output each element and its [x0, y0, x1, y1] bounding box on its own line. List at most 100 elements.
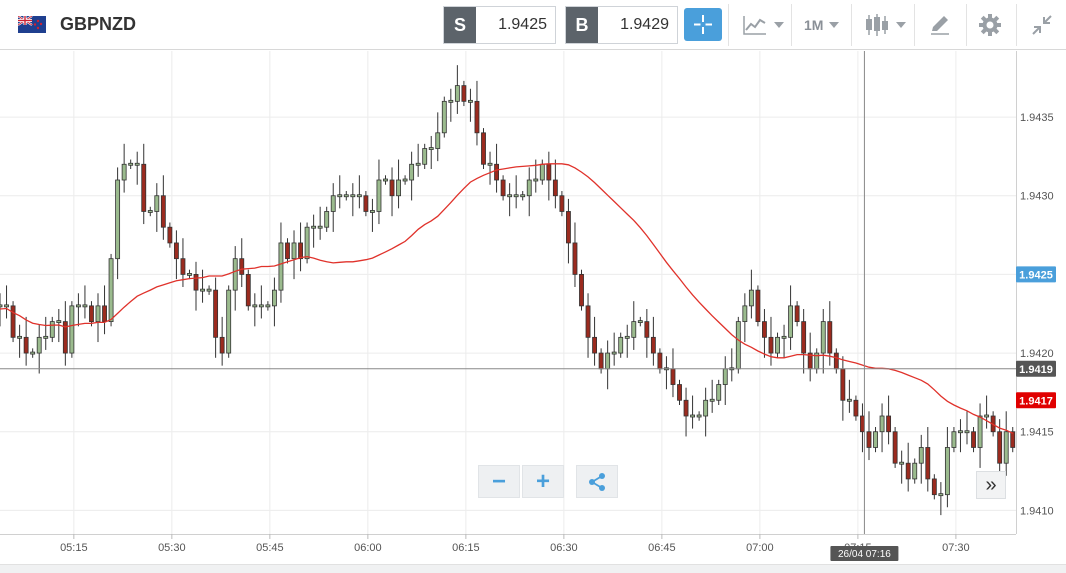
timeframe-label: 1M: [804, 17, 824, 33]
candle-bullish: [631, 321, 637, 338]
timeframe-selector[interactable]: 1M: [804, 8, 840, 42]
candle-bullish: [343, 194, 349, 198]
line-chart-icon: [743, 16, 766, 35]
candle-bullish: [690, 414, 696, 418]
candle-bearish: [997, 431, 1003, 464]
candle-bullish: [82, 304, 88, 308]
instrument-symbol: GBPNZD: [60, 14, 136, 34]
candle-bullish: [611, 351, 617, 355]
candle-bullish: [984, 414, 990, 418]
price-tick-label: 1.9430: [1020, 191, 1054, 203]
candle-bearish: [23, 336, 29, 354]
candle-bearish: [657, 352, 663, 370]
candle-bullish: [317, 225, 323, 229]
price-tick-label: 1.9410: [1020, 505, 1054, 517]
candle-bullish: [899, 461, 905, 465]
settings-button[interactable]: [978, 8, 1002, 42]
share-icon: [589, 472, 605, 491]
candle-bullish: [735, 321, 741, 370]
candle-bullish: [618, 336, 624, 354]
chevron-down-icon: [774, 22, 784, 28]
candle-bullish: [526, 179, 532, 197]
candle-bullish: [0, 304, 3, 308]
zoom-in-button[interactable]: +: [522, 465, 564, 498]
bid-price-tag: 1.9425: [1016, 266, 1056, 283]
drawing-tools-button[interactable]: [928, 8, 952, 42]
chart-type-button[interactable]: [742, 8, 784, 42]
candle-bullish: [108, 258, 114, 323]
candle-bearish: [219, 336, 225, 354]
candle-bearish: [644, 321, 650, 338]
candle-bearish: [866, 431, 872, 448]
candlestick-icon: [866, 14, 888, 36]
candle-bearish: [173, 242, 179, 260]
candle-bullish: [468, 99, 473, 103]
candle-bearish: [794, 305, 800, 323]
candle-bullish: [454, 85, 460, 102]
candle-bullish: [304, 226, 310, 260]
candle-bullish: [226, 289, 232, 354]
candle-bullish: [330, 195, 336, 212]
candle-bullish: [696, 414, 702, 418]
toolbar-divider: [728, 4, 729, 46]
collapse-button[interactable]: [1030, 8, 1054, 42]
candle-bullish: [115, 179, 121, 260]
candle-bearish: [598, 352, 604, 370]
candle-bearish: [840, 368, 846, 401]
candle-bearish: [762, 321, 767, 338]
candle-bearish: [474, 100, 480, 134]
candle-bullish: [356, 194, 362, 198]
price-tick-label: 1.9415: [1020, 427, 1054, 439]
candlestick-series: [0, 65, 1016, 516]
candle-bullish: [820, 321, 826, 354]
time-tick-label: 05:15: [60, 542, 88, 554]
scroll-to-latest-button[interactable]: »: [976, 471, 1006, 499]
candle-bearish: [552, 179, 558, 197]
candle-bullish: [337, 194, 343, 198]
candle-bullish: [918, 447, 924, 464]
zoom-out-button[interactable]: −: [478, 465, 520, 498]
candle-style-button[interactable]: [864, 8, 906, 42]
sell-quote-button[interactable]: S 1.9425: [443, 6, 556, 44]
toolbar-divider: [1016, 4, 1017, 46]
candle-bullish: [879, 415, 885, 433]
candle-bullish: [206, 288, 212, 292]
candle-bullish: [428, 147, 434, 150]
candle-bearish: [89, 305, 94, 323]
candle-bearish: [559, 195, 565, 212]
crosshair-button[interactable]: [684, 8, 722, 41]
crosshair-time-tag: 26/04 07:16: [830, 546, 899, 561]
candle-bullish: [69, 305, 75, 354]
candle-bullish: [383, 178, 388, 182]
share-button[interactable]: [576, 465, 618, 498]
candle-bullish: [232, 258, 238, 291]
candle-bearish: [768, 336, 774, 354]
candle-bearish: [213, 289, 219, 338]
candle-bullish: [265, 304, 271, 308]
candle-bearish: [931, 478, 937, 496]
horizontal-scrollbar[interactable]: [0, 564, 1066, 573]
plus-icon: +: [535, 467, 550, 495]
candle-bearish: [167, 226, 173, 244]
drawing-pen-icon: [931, 16, 949, 35]
candle-bullish: [350, 194, 356, 198]
candle-bearish: [860, 415, 865, 433]
candle-bearish: [905, 462, 911, 480]
candle-bearish: [461, 85, 467, 102]
chevron-down-icon: [896, 22, 906, 28]
candle-bullish: [271, 289, 277, 307]
candle-bearish: [755, 289, 761, 323]
crosshair-lines: [0, 51, 1016, 534]
buy-quote-button[interactable]: B 1.9429: [565, 6, 678, 44]
candle-bullish: [912, 462, 918, 480]
candle-bullish: [788, 305, 794, 338]
candle-bearish: [245, 274, 251, 307]
candle-bearish: [239, 258, 245, 275]
candle-bearish: [494, 163, 499, 181]
candle-bullish: [487, 162, 493, 166]
buy-price: 1.9429: [620, 16, 669, 33]
zoom-controls: − +: [478, 465, 620, 498]
time-tick-label: 06:15: [452, 542, 480, 554]
candle-bearish: [579, 274, 584, 307]
candle-bearish: [193, 274, 199, 291]
